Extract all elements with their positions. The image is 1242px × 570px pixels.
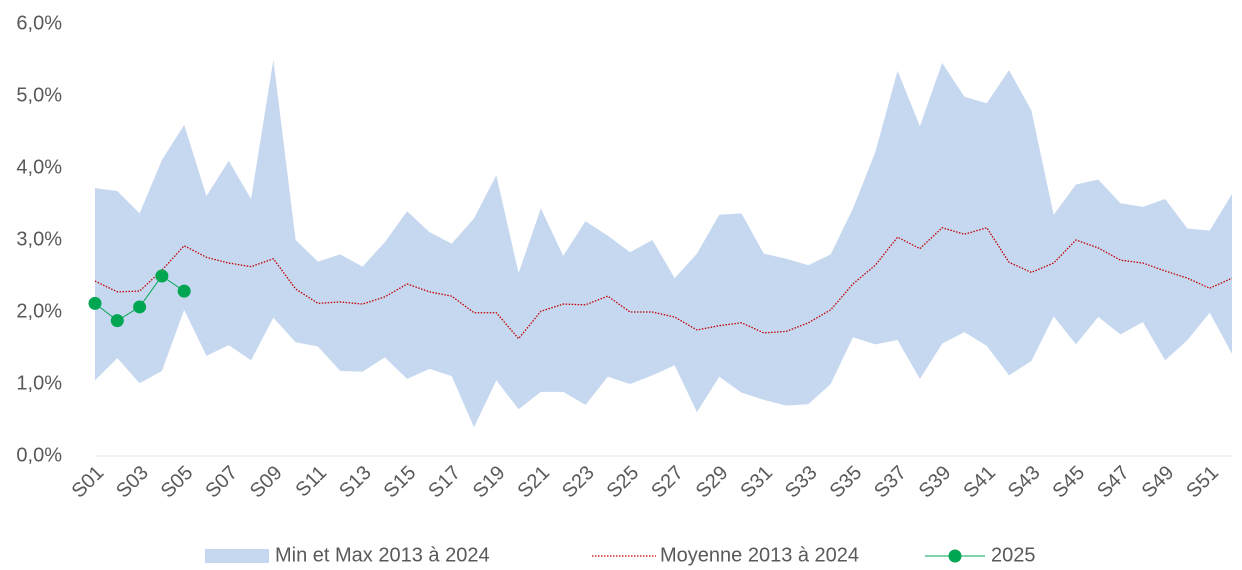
x-tick-label: S47 — [1093, 462, 1134, 503]
x-tick-label: S01 — [68, 462, 109, 503]
x-tick-label: S05 — [157, 462, 198, 503]
y-tick-label: 2,0% — [16, 300, 62, 322]
x-tick-label: S33 — [781, 462, 822, 503]
x-tick-label: S41 — [959, 462, 1000, 503]
x-tick-label: S03 — [112, 462, 153, 503]
x-tick-label: S31 — [736, 462, 777, 503]
marker-2025 — [88, 296, 102, 310]
legend-label: 2025 — [991, 544, 1036, 566]
x-tick-label: S23 — [558, 462, 599, 503]
legend-label: Min et Max 2013 à 2024 — [275, 544, 490, 566]
x-tick-label: S43 — [1004, 462, 1045, 503]
x-tick-label: S39 — [915, 462, 956, 503]
x-tick-label: S27 — [647, 462, 688, 503]
x-tick-label: S25 — [603, 462, 644, 503]
x-tick-label: S49 — [1138, 462, 1179, 503]
x-tick-label: S37 — [870, 462, 911, 503]
y-tick-label: 3,0% — [16, 228, 62, 250]
x-tick-label: S45 — [1048, 462, 1089, 503]
legend-label: Moyenne 2013 à 2024 — [660, 544, 859, 566]
marker-2025 — [110, 314, 124, 328]
x-tick-label: S13 — [335, 462, 376, 503]
x-tick-label: S09 — [246, 462, 287, 503]
x-tick-label: S15 — [380, 462, 421, 503]
marker-2025 — [133, 300, 147, 314]
marker-2025 — [177, 284, 191, 298]
x-tick-label: S19 — [469, 462, 510, 503]
y-tick-label: 4,0% — [16, 156, 62, 178]
min-max-band — [95, 60, 1232, 428]
y-tick-label: 0,0% — [16, 444, 62, 466]
x-tick-label: S29 — [692, 462, 733, 503]
legend-swatch — [205, 549, 269, 563]
y-tick-label: 5,0% — [16, 84, 62, 106]
x-tick-label: S17 — [424, 462, 465, 503]
x-tick-label: S07 — [201, 462, 242, 503]
legend-marker — [948, 549, 962, 563]
y-tick-label: 6,0% — [16, 12, 62, 34]
x-tick-label: S35 — [826, 462, 867, 503]
marker-2025 — [155, 269, 169, 283]
y-tick-label: 1,0% — [16, 372, 62, 394]
x-tick-label: S51 — [1182, 462, 1223, 503]
x-tick-label: S11 — [292, 462, 332, 502]
x-tick-label: S21 — [513, 462, 554, 503]
